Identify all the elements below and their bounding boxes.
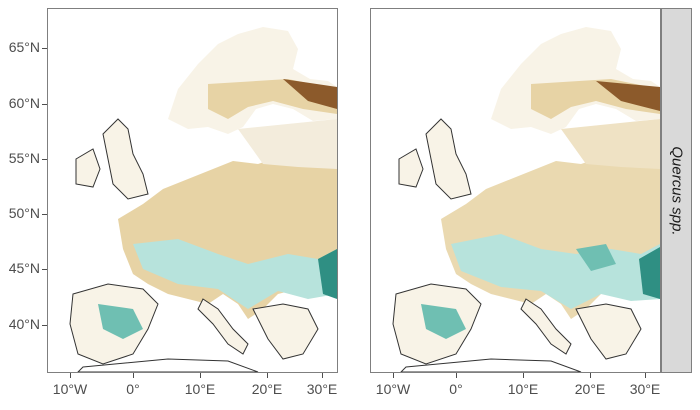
y-tick-label: 55°N (8, 150, 40, 166)
map-panel-left (47, 8, 338, 373)
y-tick (42, 159, 47, 160)
x-tick-label: 30°E (629, 381, 661, 397)
central-teal-band (133, 239, 337, 309)
italy (520, 298, 572, 355)
iberia-teal (98, 304, 143, 339)
iberia-teal (421, 304, 466, 339)
ireland (75, 148, 101, 188)
y-tick-label: 65°N (8, 39, 40, 55)
balkans (252, 303, 319, 360)
x-tick-label: 10°W (52, 381, 88, 397)
europe-landmass-right (392, 27, 660, 372)
map-right (392, 27, 660, 372)
italy (197, 298, 249, 355)
y-tick (42, 104, 47, 105)
x-tick (645, 373, 646, 378)
x-tick (267, 373, 268, 378)
y-tick-label: 60°N (8, 95, 40, 111)
y-tick-label: 50°N (8, 205, 40, 221)
x-tick (133, 373, 134, 378)
scandinavia (168, 27, 337, 134)
y-tick (42, 214, 47, 215)
black-sea-teal (639, 247, 660, 299)
x-tick (322, 373, 323, 378)
north-africa (77, 358, 259, 372)
europe-landmass (69, 27, 337, 372)
map-left (69, 27, 337, 372)
x-tick (70, 373, 71, 378)
x-tick-label: 0° (126, 381, 140, 397)
y-tick (42, 269, 47, 270)
x-tick (523, 373, 524, 378)
x-tick-label: 30°E (306, 381, 338, 397)
map-panel-right (370, 8, 661, 373)
x-tick-label: 20°E (251, 381, 283, 397)
x-tick (393, 373, 394, 378)
north-africa (400, 358, 582, 372)
x-tick-label: 10°W (375, 381, 411, 397)
x-tick-label: 10°E (507, 381, 539, 397)
facet-strip: Quercus spp. (661, 8, 692, 373)
carpathian-teal (576, 244, 616, 271)
x-tick-label: 10°E (184, 381, 216, 397)
x-tick-label: 20°E (574, 381, 606, 397)
finland-dark (283, 79, 337, 109)
great-britain (425, 118, 472, 200)
facet-label: Quercus spp. (668, 145, 685, 236)
y-tick-label: 40°N (8, 316, 40, 332)
y-tick (42, 48, 47, 49)
scandinavia (491, 27, 660, 134)
baltic-region (238, 119, 337, 169)
y-tick (42, 325, 47, 326)
x-tick (200, 373, 201, 378)
baltic-region (561, 119, 660, 169)
y-tick-label: 45°N (8, 260, 40, 276)
ireland (398, 148, 424, 188)
x-tick-label: 0° (449, 381, 463, 397)
x-tick (590, 373, 591, 378)
finland-dark (596, 81, 660, 111)
x-tick (456, 373, 457, 378)
balkans (575, 303, 642, 360)
great-britain (102, 118, 149, 200)
black-sea-teal (318, 249, 337, 299)
